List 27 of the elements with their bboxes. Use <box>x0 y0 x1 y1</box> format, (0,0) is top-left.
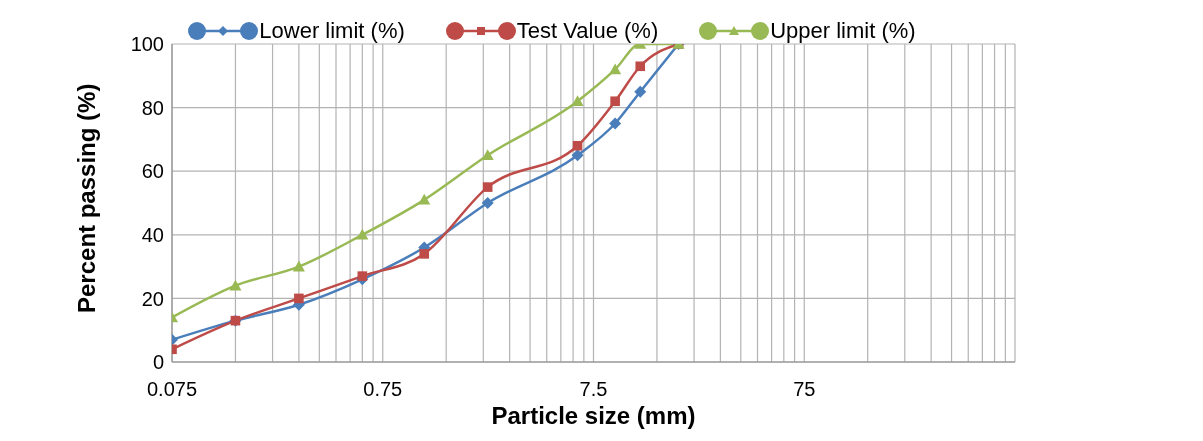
point <box>481 197 494 209</box>
legend-label: Test Value (%) <box>516 18 659 44</box>
point <box>357 271 368 281</box>
legend-label: Upper limit (%) <box>770 18 916 44</box>
point <box>294 293 304 304</box>
y-tick-label: 0 <box>152 351 164 374</box>
y-tick-label: 100 <box>130 33 164 56</box>
x-tick-label: 7.5 <box>579 378 608 401</box>
y-tick-label: 60 <box>141 160 164 183</box>
point <box>356 228 369 240</box>
point <box>610 96 620 107</box>
x-tick-label: 75 <box>793 378 816 401</box>
y-tick-label: 40 <box>141 223 164 246</box>
x-axis-title: Particle size (mm) <box>491 402 696 429</box>
y-tick-label: 80 <box>141 96 164 119</box>
y-tick-label: 20 <box>141 287 164 310</box>
point <box>419 249 430 259</box>
x-tick-label: 0.075 <box>146 378 198 401</box>
point <box>609 63 622 75</box>
legend-label: Lower limit (%) <box>259 18 405 44</box>
y-axis-title: Percent passing (%) <box>72 83 100 313</box>
x-tick-label: 0.75 <box>363 378 403 401</box>
point <box>292 260 305 272</box>
point <box>418 193 431 205</box>
point <box>229 279 242 291</box>
point <box>482 182 493 192</box>
point <box>609 117 622 130</box>
